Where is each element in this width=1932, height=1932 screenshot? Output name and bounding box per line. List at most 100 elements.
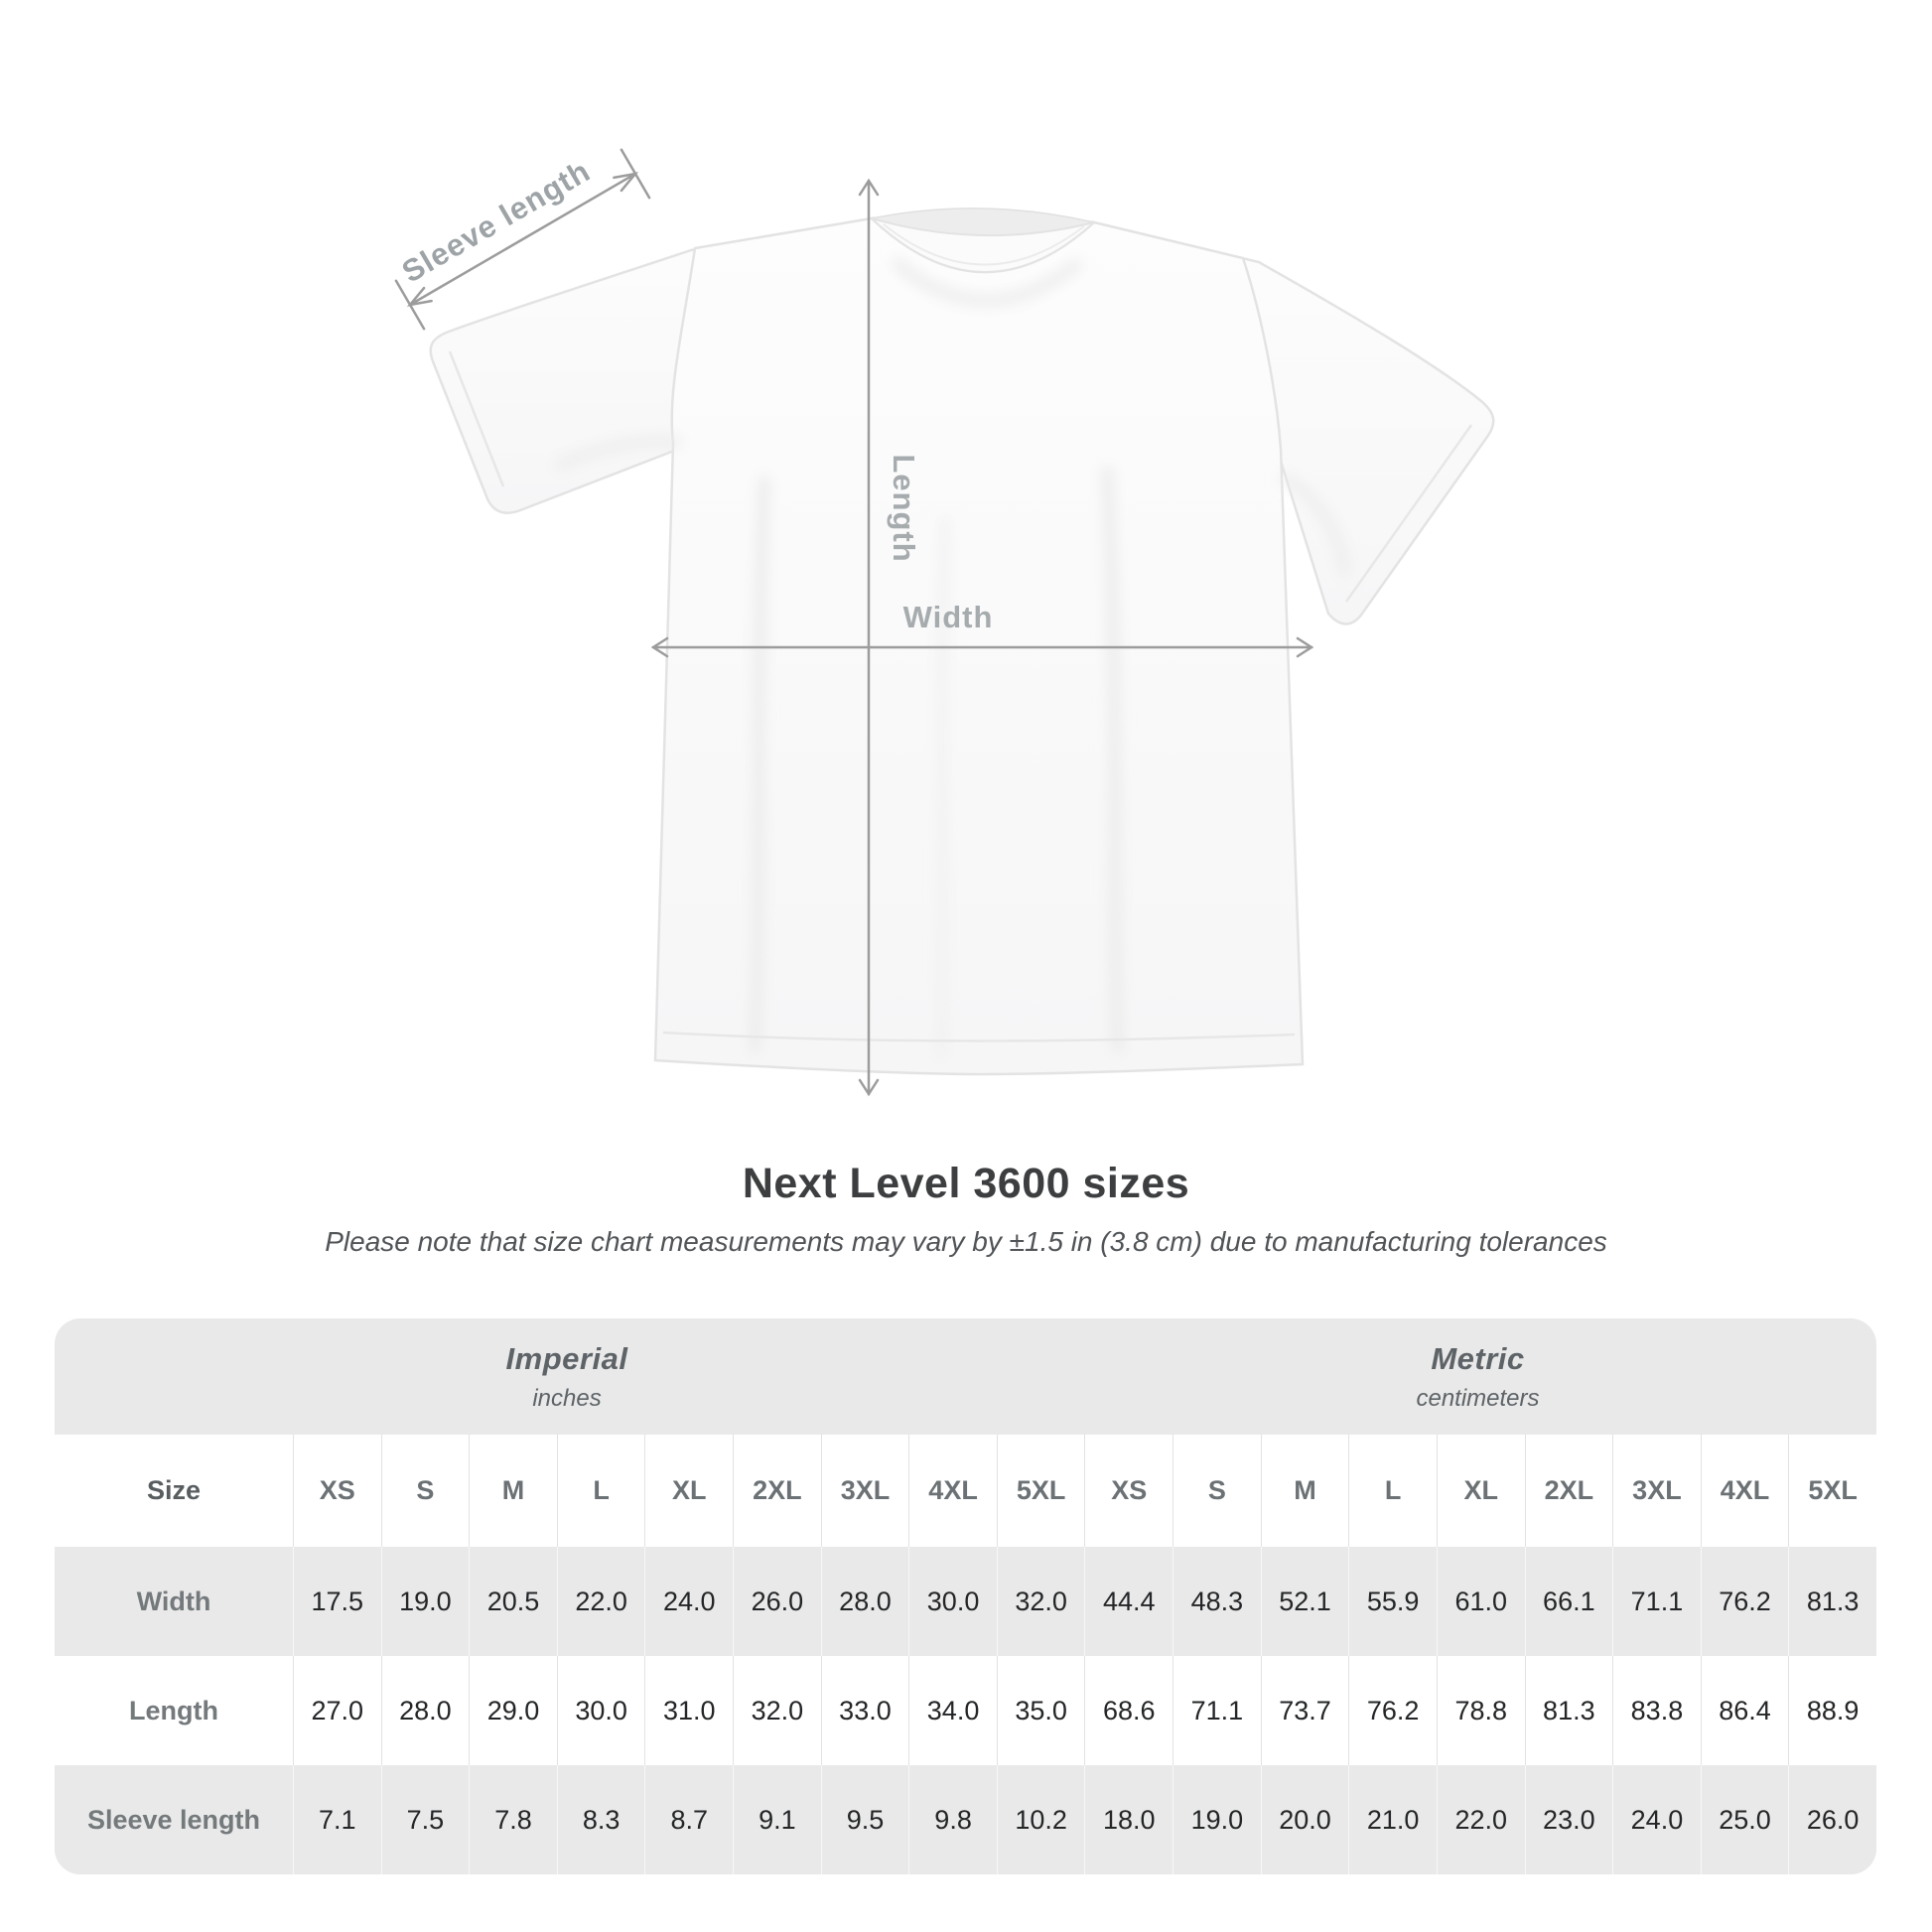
size-column-header: XS bbox=[1084, 1435, 1173, 1547]
measurement-cell: 20.5 bbox=[469, 1547, 557, 1656]
measurement-cell: 66.1 bbox=[1524, 1547, 1613, 1656]
size-chart-card: Imperial inches Metric centimeters Size X… bbox=[55, 1318, 1876, 1874]
measurement-cell: 78.8 bbox=[1436, 1656, 1525, 1765]
table-row: Length 27.0 28.0 29.0 30.0 31.0 32.0 33.0 34.0 35… bbox=[55, 1656, 1876, 1765]
right-cuff-seam bbox=[1344, 424, 1473, 603]
measurement-cell: 8.7 bbox=[644, 1765, 733, 1874]
imperial-title: Imperial bbox=[505, 1340, 628, 1376]
table-row: Size XS S M L XL 2XL 3XL 4XL 5XL XS S M L XL 2XL 3XL 4XL 5… bbox=[55, 1435, 1876, 1547]
measurement-cell: 9.1 bbox=[733, 1765, 821, 1874]
measurement-cell: 81.3 bbox=[1788, 1547, 1876, 1656]
row-label: Sleeve length bbox=[86, 1804, 261, 1835]
size-column-header: 5XL bbox=[996, 1435, 1085, 1547]
measurement-cell: 71.1 bbox=[1612, 1547, 1701, 1656]
table-row: Sleeve length 7.1 7.5 7.8 8.3 8.7 9.1 9.5 9.8 10.… bbox=[55, 1765, 1876, 1874]
measurement-cell: 30.0 bbox=[556, 1656, 645, 1765]
length-dimension-line bbox=[858, 178, 880, 1097]
metric-title: Metric bbox=[1431, 1340, 1525, 1376]
measurement-cell: 21.0 bbox=[1348, 1765, 1437, 1874]
measurement-cell: 26.0 bbox=[1788, 1765, 1876, 1874]
measurement-cell: 7.5 bbox=[380, 1765, 470, 1874]
hem-seam bbox=[662, 1031, 1296, 1042]
metric-header: Metric centimeters bbox=[1079, 1318, 1876, 1435]
measurement-cell: 81.3 bbox=[1524, 1656, 1613, 1765]
measurement-cell: 32.0 bbox=[733, 1656, 821, 1765]
size-column-header: XL bbox=[644, 1435, 733, 1547]
width-label: Width bbox=[903, 600, 994, 634]
heading-block: Next Level 3600 sizes Please note that s… bbox=[0, 1160, 1932, 1258]
measurement-cell: 30.0 bbox=[908, 1547, 997, 1656]
size-column-header: 3XL bbox=[1612, 1435, 1701, 1547]
measurement-cell: 23.0 bbox=[1524, 1765, 1613, 1874]
measurement-cell: 33.0 bbox=[820, 1656, 909, 1765]
measurement-cell: 27.0 bbox=[293, 1656, 381, 1765]
tshirt-diagram: Sleeve length Length Width bbox=[394, 148, 1495, 1097]
size-column-header: S bbox=[380, 1435, 470, 1547]
size-column-header: 2XL bbox=[733, 1435, 821, 1547]
measurement-cell: 68.6 bbox=[1084, 1656, 1173, 1765]
measurement-cell: 28.0 bbox=[820, 1547, 909, 1656]
measurement-cell: 35.0 bbox=[996, 1656, 1085, 1765]
measurement-cell: 19.0 bbox=[1173, 1765, 1261, 1874]
measurement-cell: 32.0 bbox=[996, 1547, 1085, 1656]
width-dimension-line bbox=[650, 636, 1314, 658]
measurement-cell: 28.0 bbox=[380, 1656, 470, 1765]
size-header-label: Size bbox=[146, 1475, 202, 1505]
size-column-header: M bbox=[469, 1435, 557, 1547]
size-column-header: XL bbox=[1436, 1435, 1525, 1547]
measurement-cell: 17.5 bbox=[293, 1547, 381, 1656]
tolerance-note: Please note that size chart measurements… bbox=[325, 1226, 1607, 1257]
size-column-header: 2XL bbox=[1524, 1435, 1613, 1547]
measurement-cell: 76.2 bbox=[1348, 1656, 1437, 1765]
size-column-header: M bbox=[1260, 1435, 1349, 1547]
size-column-header: 3XL bbox=[820, 1435, 909, 1547]
size-column-header: L bbox=[556, 1435, 645, 1547]
page-title: Next Level 3600 sizes bbox=[742, 1160, 1190, 1207]
measurement-cell: 29.0 bbox=[469, 1656, 557, 1765]
measurement-cell: 7.8 bbox=[469, 1765, 557, 1874]
imperial-unit: inches bbox=[532, 1384, 602, 1412]
size-column-header: 4XL bbox=[908, 1435, 997, 1547]
row-label: Width bbox=[136, 1586, 211, 1616]
left-cuff-seam bbox=[448, 350, 505, 487]
metric-unit: centimeters bbox=[1416, 1384, 1540, 1412]
measurement-cell: 31.0 bbox=[644, 1656, 733, 1765]
size-column-header: XS bbox=[293, 1435, 381, 1547]
table-row: Width 17.5 19.0 20.5 22.0 24.0 26.0 28.0 30.0 32.… bbox=[55, 1547, 1876, 1656]
sleeve-dimension-line bbox=[394, 148, 651, 331]
measurement-cell: 52.1 bbox=[1260, 1547, 1349, 1656]
length-label: Length bbox=[887, 454, 921, 562]
measurement-cell: 24.0 bbox=[1612, 1765, 1701, 1874]
measurement-cell: 34.0 bbox=[908, 1656, 997, 1765]
measurement-cell: 7.1 bbox=[293, 1765, 381, 1874]
size-column-header: S bbox=[1173, 1435, 1261, 1547]
measurement-cell: 19.0 bbox=[380, 1547, 470, 1656]
measurement-cell: 73.7 bbox=[1260, 1656, 1349, 1765]
measurement-cell: 88.9 bbox=[1788, 1656, 1876, 1765]
measurement-cell: 86.4 bbox=[1700, 1656, 1789, 1765]
measurement-cell: 9.5 bbox=[820, 1765, 909, 1874]
measurement-cell: 25.0 bbox=[1700, 1765, 1789, 1874]
unit-header-row: Imperial inches Metric centimeters bbox=[55, 1318, 1876, 1435]
measurement-cell: 10.2 bbox=[996, 1765, 1085, 1874]
size-column-header: 4XL bbox=[1700, 1435, 1789, 1547]
measurement-cell: 26.0 bbox=[733, 1547, 821, 1656]
row-label: Length bbox=[129, 1695, 218, 1725]
size-column-header: L bbox=[1348, 1435, 1437, 1547]
measurement-cell: 48.3 bbox=[1173, 1547, 1261, 1656]
measurement-cell: 71.1 bbox=[1173, 1656, 1261, 1765]
measurement-cell: 18.0 bbox=[1084, 1765, 1173, 1874]
size-grid: Size XS S M L XL 2XL 3XL 4XL 5XL XS S M L XL 2XL 3XL 4XL 5… bbox=[55, 1435, 1876, 1874]
measurement-cell: 22.0 bbox=[556, 1547, 645, 1656]
measurement-cell: 9.8 bbox=[908, 1765, 997, 1874]
measurement-cell: 24.0 bbox=[644, 1547, 733, 1656]
measurement-cell: 22.0 bbox=[1436, 1765, 1525, 1874]
measurement-cell: 83.8 bbox=[1612, 1656, 1701, 1765]
collar bbox=[871, 207, 1095, 273]
fabric-folds bbox=[553, 255, 1351, 1059]
size-column-header: 5XL bbox=[1788, 1435, 1876, 1547]
measurement-cell: 55.9 bbox=[1348, 1547, 1437, 1656]
measurement-cell: 20.0 bbox=[1260, 1765, 1349, 1874]
imperial-header: Imperial inches bbox=[55, 1318, 1079, 1435]
